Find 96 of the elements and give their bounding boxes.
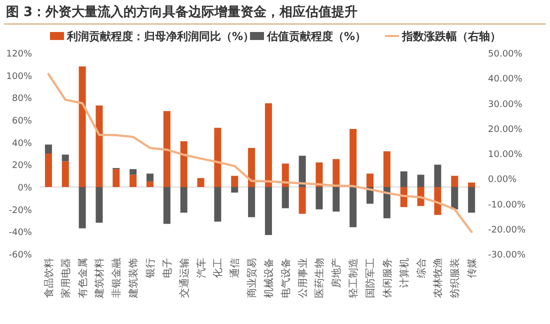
x-tick-label: 综合 (415, 258, 428, 278)
x-tick-label: 传媒 (467, 258, 478, 278)
bar (434, 164, 442, 187)
bar (248, 148, 256, 187)
bar (451, 176, 458, 187)
bar (96, 187, 103, 223)
x-tick-label: 休闲服务 (381, 258, 394, 298)
y-tick-label: -20% (8, 206, 32, 216)
x-tick-label: 公用事业 (296, 258, 309, 298)
bar (180, 141, 188, 187)
y2-tick-label: 0.00% (488, 175, 518, 186)
x-tick-label: 交通运输 (178, 258, 190, 298)
y-tick-label: 40% (12, 138, 32, 149)
x-tick-label: 家用电器 (60, 258, 72, 298)
legend-label: 利润贡献程度：归母净利润同比（%） (66, 30, 254, 43)
x-tick-label: 国防军工 (364, 258, 376, 298)
bar (78, 66, 86, 187)
x-tick-label: 通信 (229, 258, 242, 278)
x-tick-label: 电子 (161, 258, 174, 278)
x-tick-label: 电气设备 (280, 258, 292, 298)
x-tick-label: 建筑装饰 (128, 258, 140, 299)
bar (62, 154, 69, 162)
y2-tick-label: 10.00% (488, 150, 523, 160)
y-tick-label: -60% (8, 250, 32, 260)
x-tick-label: 汽车 (195, 258, 208, 278)
bar (417, 174, 424, 187)
bar (366, 174, 374, 187)
bar (350, 187, 357, 228)
x-tick-label: 纺织服装 (449, 258, 462, 298)
bar (163, 187, 170, 224)
bar (130, 169, 137, 175)
bar (264, 187, 272, 236)
legend-label: 估值贡献程度（%） (266, 30, 366, 43)
x-tick-label: 建筑材料 (94, 258, 106, 299)
bar (468, 182, 476, 187)
y2-tick-label: -10.00% (488, 200, 526, 210)
bar (383, 187, 390, 218)
bar (468, 187, 476, 213)
bar (112, 169, 120, 187)
y-tick-label: 20% (12, 161, 32, 172)
bar (214, 128, 222, 187)
bar (78, 187, 86, 228)
x-tick-label: 轻工制造 (348, 258, 360, 298)
bar (383, 151, 390, 187)
bar (434, 187, 442, 215)
bar (332, 187, 340, 212)
bar (214, 187, 222, 222)
x-tick-label: 银行 (146, 258, 156, 279)
bar (350, 128, 357, 187)
x-tick-label: 食品饮料 (42, 258, 55, 298)
y-tick-label: 60% (12, 116, 32, 126)
bar (231, 187, 238, 193)
x-tick-label: 商业贸易 (246, 258, 258, 298)
y2-tick-label: 50.00% (488, 50, 523, 60)
x-tick-label: 房地产 (330, 258, 343, 288)
bar (298, 187, 306, 214)
x-tick-label: 农林牧渔 (432, 258, 444, 298)
x-tick-label: 有色金属 (76, 258, 89, 298)
y-tick-label: 100% (6, 72, 32, 82)
y-tick-label: 0% (18, 184, 32, 194)
x-tick-label: 医药生物 (314, 258, 326, 298)
bar (163, 111, 170, 187)
bar (332, 159, 340, 187)
bar (282, 164, 289, 187)
chart-title: 图 3：外资大量流入的方向具备边际增量资金，相应估值提升 (6, 4, 358, 20)
bar (451, 187, 458, 210)
bar (400, 171, 408, 187)
bar (146, 174, 154, 182)
x-tick-label: 机械设备 (262, 258, 275, 298)
y2-tick-label: 30.00% (488, 100, 523, 110)
x-tick-label: 非银金融 (110, 258, 123, 298)
x-tick-label: 计算机 (398, 258, 410, 288)
y2-tick-label: 40.00% (488, 74, 523, 85)
bar (197, 178, 204, 187)
y-tick-label: 80% (12, 94, 32, 104)
bar (316, 187, 323, 210)
legend-label: 指数涨跌幅（右轴） (401, 30, 501, 43)
bar (264, 103, 272, 187)
bar (231, 176, 238, 187)
bar (298, 156, 306, 187)
y-tick-label: -40% (8, 228, 32, 238)
y-tick-label: 120% (6, 50, 32, 60)
bar (62, 161, 69, 187)
bar (248, 187, 256, 218)
line-series (47, 73, 473, 233)
bar (130, 174, 137, 187)
bar (96, 105, 103, 187)
y2-tick-label: 20.00% (488, 124, 523, 135)
bar (282, 187, 289, 208)
x-tick-label: 化工 (212, 258, 224, 278)
y2-tick-label: -30.00% (488, 250, 526, 260)
bar (146, 181, 154, 187)
bar (180, 187, 188, 213)
bar (44, 154, 52, 187)
bar (44, 144, 52, 154)
y2-tick-label: -20.00% (488, 225, 526, 236)
